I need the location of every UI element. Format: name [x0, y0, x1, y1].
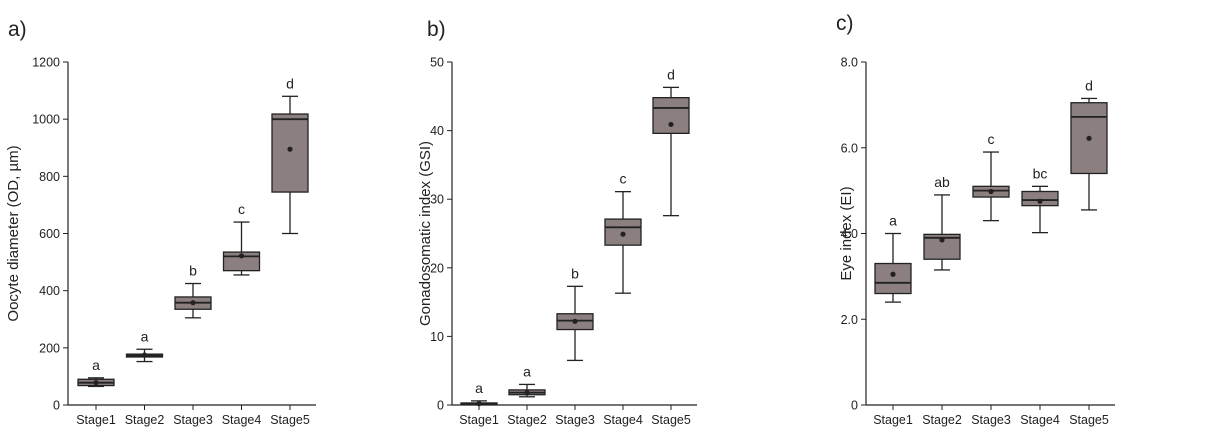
- x-tick-label: Stage3: [173, 413, 213, 427]
- x-tick-label: Stage5: [270, 413, 310, 427]
- y-tick-label: 4.0: [841, 227, 858, 241]
- x-tick-label: Stage4: [603, 413, 643, 427]
- box-stage1: Stage1 a: [459, 380, 499, 427]
- mean-point: [524, 390, 530, 396]
- panel-1: a) 0 200 400 600 800 1000 1200 Oocyte diameter (…: [5, 18, 316, 427]
- panel-label: a): [8, 18, 27, 41]
- significance-letter: bc: [1033, 165, 1048, 181]
- x-tick-label: Stage5: [651, 413, 691, 427]
- significance-letter: a: [92, 357, 100, 373]
- significance-letter: c: [988, 131, 995, 147]
- mean-point: [476, 401, 482, 407]
- x-tick-label: Stage5: [1069, 413, 1109, 427]
- x-tick-label: Stage2: [125, 413, 165, 427]
- box-stage1: Stage1 a: [873, 213, 913, 428]
- x-tick-label: Stage2: [507, 413, 547, 427]
- y-tick-label: 1000: [32, 113, 60, 127]
- y-tick-label: 0: [851, 399, 858, 413]
- mean-point: [1086, 135, 1092, 141]
- mean-point: [287, 146, 293, 152]
- y-tick-label: 200: [39, 341, 60, 355]
- mean-point: [668, 121, 674, 128]
- x-tick-label: Stage2: [922, 413, 962, 427]
- significance-letter: c: [620, 171, 627, 187]
- x-tick-label: Stage1: [459, 413, 499, 427]
- x-tick-label: Stage4: [222, 413, 262, 427]
- mean-point: [141, 352, 148, 358]
- y-tick-label: 400: [39, 284, 60, 298]
- significance-letter: a: [889, 213, 897, 229]
- y-axis-title: Gonadosomatic index (GSI): [417, 141, 434, 326]
- significance-letter: c: [238, 201, 245, 217]
- y-tick-label: 600: [39, 227, 60, 241]
- significance-letter: b: [189, 263, 197, 279]
- box-stage5: Stage5 d: [1069, 77, 1109, 427]
- y-tick-label: 20: [430, 261, 444, 275]
- box-iqr: [652, 97, 690, 134]
- mean-point: [939, 237, 945, 243]
- panel-2: b) 0 10 20 30 40 50 Gonadosomatic index (GSI) St…: [417, 18, 697, 427]
- significance-letter: a: [475, 380, 483, 396]
- significance-letter: d: [286, 75, 294, 91]
- y-tick-label: 0: [53, 399, 60, 413]
- box-stage4: Stage4 bc: [1020, 165, 1060, 427]
- box-stage5: Stage5 d: [270, 75, 310, 427]
- y-tick-label: 30: [430, 193, 444, 207]
- box-stage1: Stage1 a: [76, 357, 116, 427]
- x-tick-label: Stage3: [971, 413, 1011, 427]
- y-tick-label: 10: [430, 330, 444, 344]
- x-tick-label: Stage1: [76, 413, 116, 427]
- y-tick-label: 2.0: [841, 313, 858, 327]
- x-tick-label: Stage3: [555, 413, 595, 427]
- y-tick-label: 800: [39, 170, 60, 184]
- significance-letter: d: [667, 66, 675, 82]
- mean-point: [93, 380, 99, 386]
- box-stage3: Stage3 b: [555, 265, 595, 427]
- panel-label: b): [427, 18, 446, 41]
- box-iqr: [874, 262, 912, 295]
- panel-label: c): [836, 12, 854, 35]
- mean-point: [238, 253, 245, 259]
- y-tick-label: 8.0: [841, 56, 858, 70]
- x-tick-label: Stage1: [873, 413, 913, 427]
- mean-point: [988, 188, 994, 195]
- significance-letter: ab: [934, 174, 950, 190]
- y-axis-title: Eye index (EI): [838, 186, 855, 280]
- box-iqr: [271, 113, 309, 193]
- y-tick-label: 6.0: [841, 141, 858, 155]
- box-stage2: Stage2 ab: [922, 174, 962, 427]
- box-stage4: Stage4 c: [603, 171, 643, 427]
- mean-point: [620, 231, 626, 237]
- x-tick-label: Stage4: [1020, 413, 1060, 427]
- mean-point: [890, 271, 896, 277]
- box-stage2: Stage2 a: [125, 328, 165, 427]
- mean-point: [190, 300, 196, 306]
- box-stage3: Stage3 b: [173, 263, 213, 427]
- significance-letter: d: [1085, 77, 1093, 93]
- mean-point: [572, 318, 578, 324]
- y-tick-label: 50: [430, 56, 444, 70]
- box-stage4: Stage4 c: [222, 201, 262, 427]
- box-stage5: Stage5 d: [651, 66, 691, 427]
- box-stage3: Stage3 c: [971, 131, 1011, 427]
- y-tick-label: 40: [430, 124, 444, 138]
- significance-letter: a: [523, 363, 531, 379]
- box-stage2: Stage2 a: [507, 363, 547, 427]
- mean-point: [1037, 198, 1043, 204]
- significance-letter: b: [571, 265, 579, 281]
- y-axis-title: Oocyte diameter (OD, µm): [5, 145, 22, 321]
- box-iqr: [1021, 190, 1059, 207]
- y-tick-label: 0: [437, 399, 444, 413]
- significance-letter: a: [141, 328, 149, 344]
- y-tick-label: 1200: [32, 56, 60, 70]
